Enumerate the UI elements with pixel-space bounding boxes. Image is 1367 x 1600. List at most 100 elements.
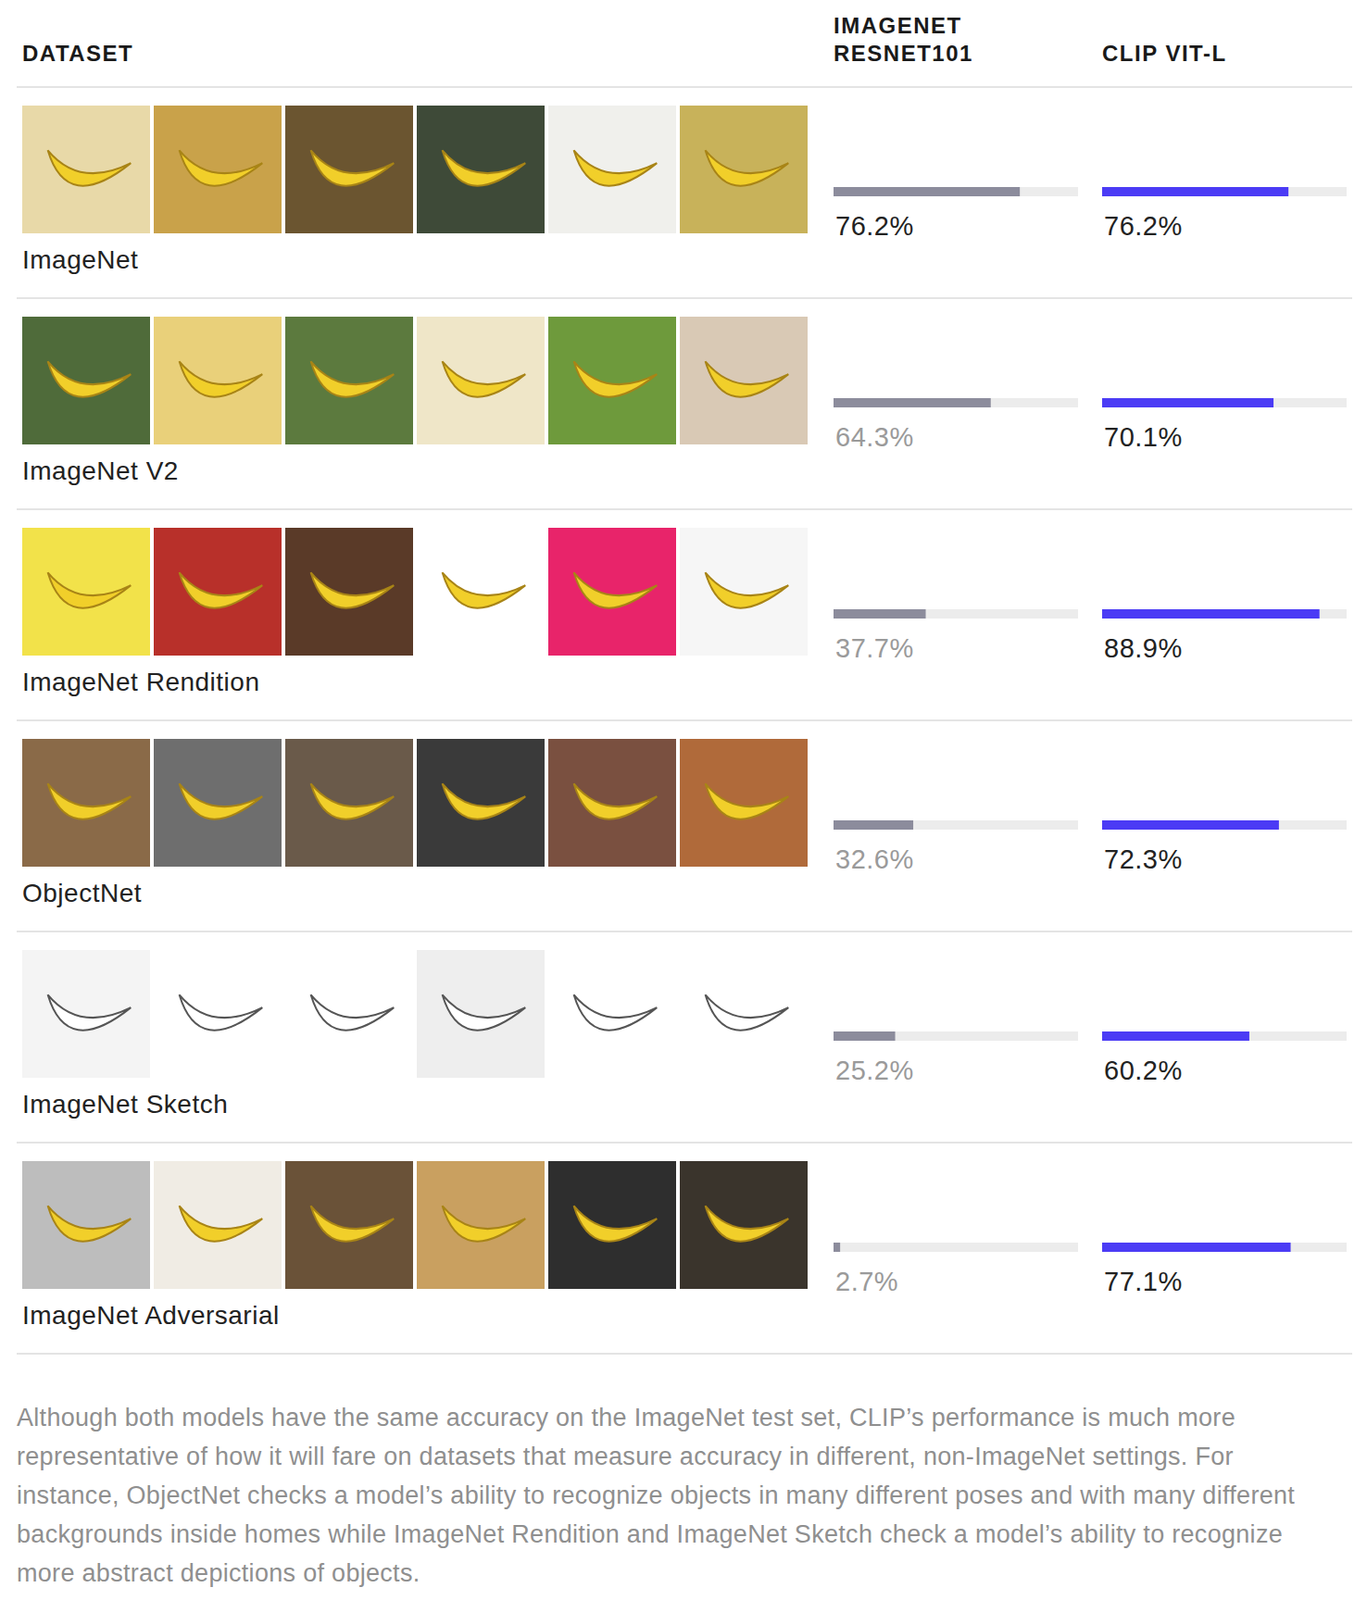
thumbnail-banana [705,994,790,1030]
thumbnail-bg [548,527,677,656]
thumbnail-banana [179,150,264,186]
bar-track [833,1031,1079,1041]
thumbnail-banana [179,783,264,819]
thumbnail-bg [679,739,808,867]
category-label: ImageNet Adversarial [22,1301,280,1330]
thumbnail-banana [574,994,658,1030]
data-label: 60.2% [1103,1055,1183,1086]
thumbnail [416,105,545,234]
thumbnail-banana [574,150,658,186]
caption-line: instance, ObjectNet checks a model’s abi… [16,1481,1295,1510]
row: ImageNet Rendition37.7%88.9% [22,527,1347,697]
bars [1102,1031,1250,1041]
thumbnail-banana [179,1205,264,1242]
rule [16,86,1353,88]
thumbnail-banana [574,783,658,819]
thumbnail-banana [705,783,790,819]
bar [1102,820,1280,830]
thumbnail-bg [22,1161,151,1290]
thumbnail [285,316,414,445]
thumbnail [416,739,545,867]
thumbnail-bg [153,739,282,867]
thumbnail [416,316,545,445]
bars [1102,609,1320,619]
bar [1102,1242,1292,1253]
thumbnail-bg [285,950,414,1079]
rule [16,508,1353,511]
data-label: 25.2% [835,1055,915,1086]
thumbnail-bg [285,105,414,234]
thumbnail-banana [705,1205,790,1242]
bar-track [833,1242,1079,1253]
thumbnail [22,1161,151,1290]
thumbnail [22,105,151,234]
bar [1102,187,1289,197]
thumbnail [548,527,677,656]
thumbnail-banana [311,783,395,819]
category-label: ImageNet [22,245,138,275]
data-label: 2.7% [835,1266,899,1297]
thumbnail [22,316,151,445]
thumbnail-bg [548,105,677,234]
thumbnail-banana [574,572,658,608]
thumbnail-banana [705,150,790,186]
bar-track [833,187,1079,197]
thumbnail-bg [548,316,677,445]
thumbnail-banana [311,150,395,186]
thumbnail-bg [416,950,545,1079]
bars [1102,187,1289,197]
bar [833,820,914,830]
thumbnail-bg [679,950,808,1079]
thumbnail-banana [442,150,527,186]
category-label: ImageNet Rendition [22,667,260,697]
bar-column: 76.2% [1102,187,1347,241]
thumbnail [285,1161,414,1290]
thumbnail [285,105,414,234]
caption-line: more abstract depictions of objects. [16,1559,421,1588]
thumbnail [153,739,282,867]
bars [1102,398,1274,408]
bar-column: 37.7% [833,609,1079,664]
series-header: CLIP VIT-L [1102,40,1228,66]
bars [833,609,927,619]
thumbnail [679,1161,808,1290]
thumbnail [548,1161,677,1290]
thumbnail-banana [48,150,132,186]
thumbnail [679,105,808,234]
bar [1102,609,1320,619]
caption-line: backgrounds inside homes while ImageNet … [16,1520,1283,1549]
bar [833,398,991,408]
thumbnail-banana [442,572,527,608]
thumbnail [153,1161,282,1290]
bars [1102,820,1280,830]
thumbnail-banana [311,361,395,397]
thumbnail-bg [153,105,282,234]
thumbnail-bg [416,527,545,656]
data-label: 37.7% [835,633,915,664]
data-label: 72.3% [1103,844,1183,875]
thumbnail-banana [48,572,132,608]
data-label: 64.3% [835,422,915,452]
row: ImageNet Sketch25.2%60.2% [22,950,1347,1119]
thumbnail [285,527,414,656]
bar-track [833,609,1079,619]
thumbnail [416,1161,545,1290]
data-label: 76.2% [1103,211,1183,241]
thumbnail-bg [22,739,151,867]
bar [833,1242,841,1253]
thumbnail-banana [179,572,264,608]
series-header-line: CLIP VIT-L [1102,40,1228,66]
data-label: 32.6% [835,844,915,875]
category-label: ImageNet V2 [22,456,179,486]
thumbnail-bg [285,316,414,445]
rule [16,719,1353,722]
thumbnail [285,739,414,867]
thumbnail [548,105,677,234]
bar-track [1102,820,1347,830]
thumbnail-bg [22,950,151,1079]
thumbnail-banana [48,994,132,1030]
thumbnail-bg [679,316,808,445]
bars [833,187,1020,197]
thumbnail [22,527,151,656]
thumbnail-banana [179,361,264,397]
